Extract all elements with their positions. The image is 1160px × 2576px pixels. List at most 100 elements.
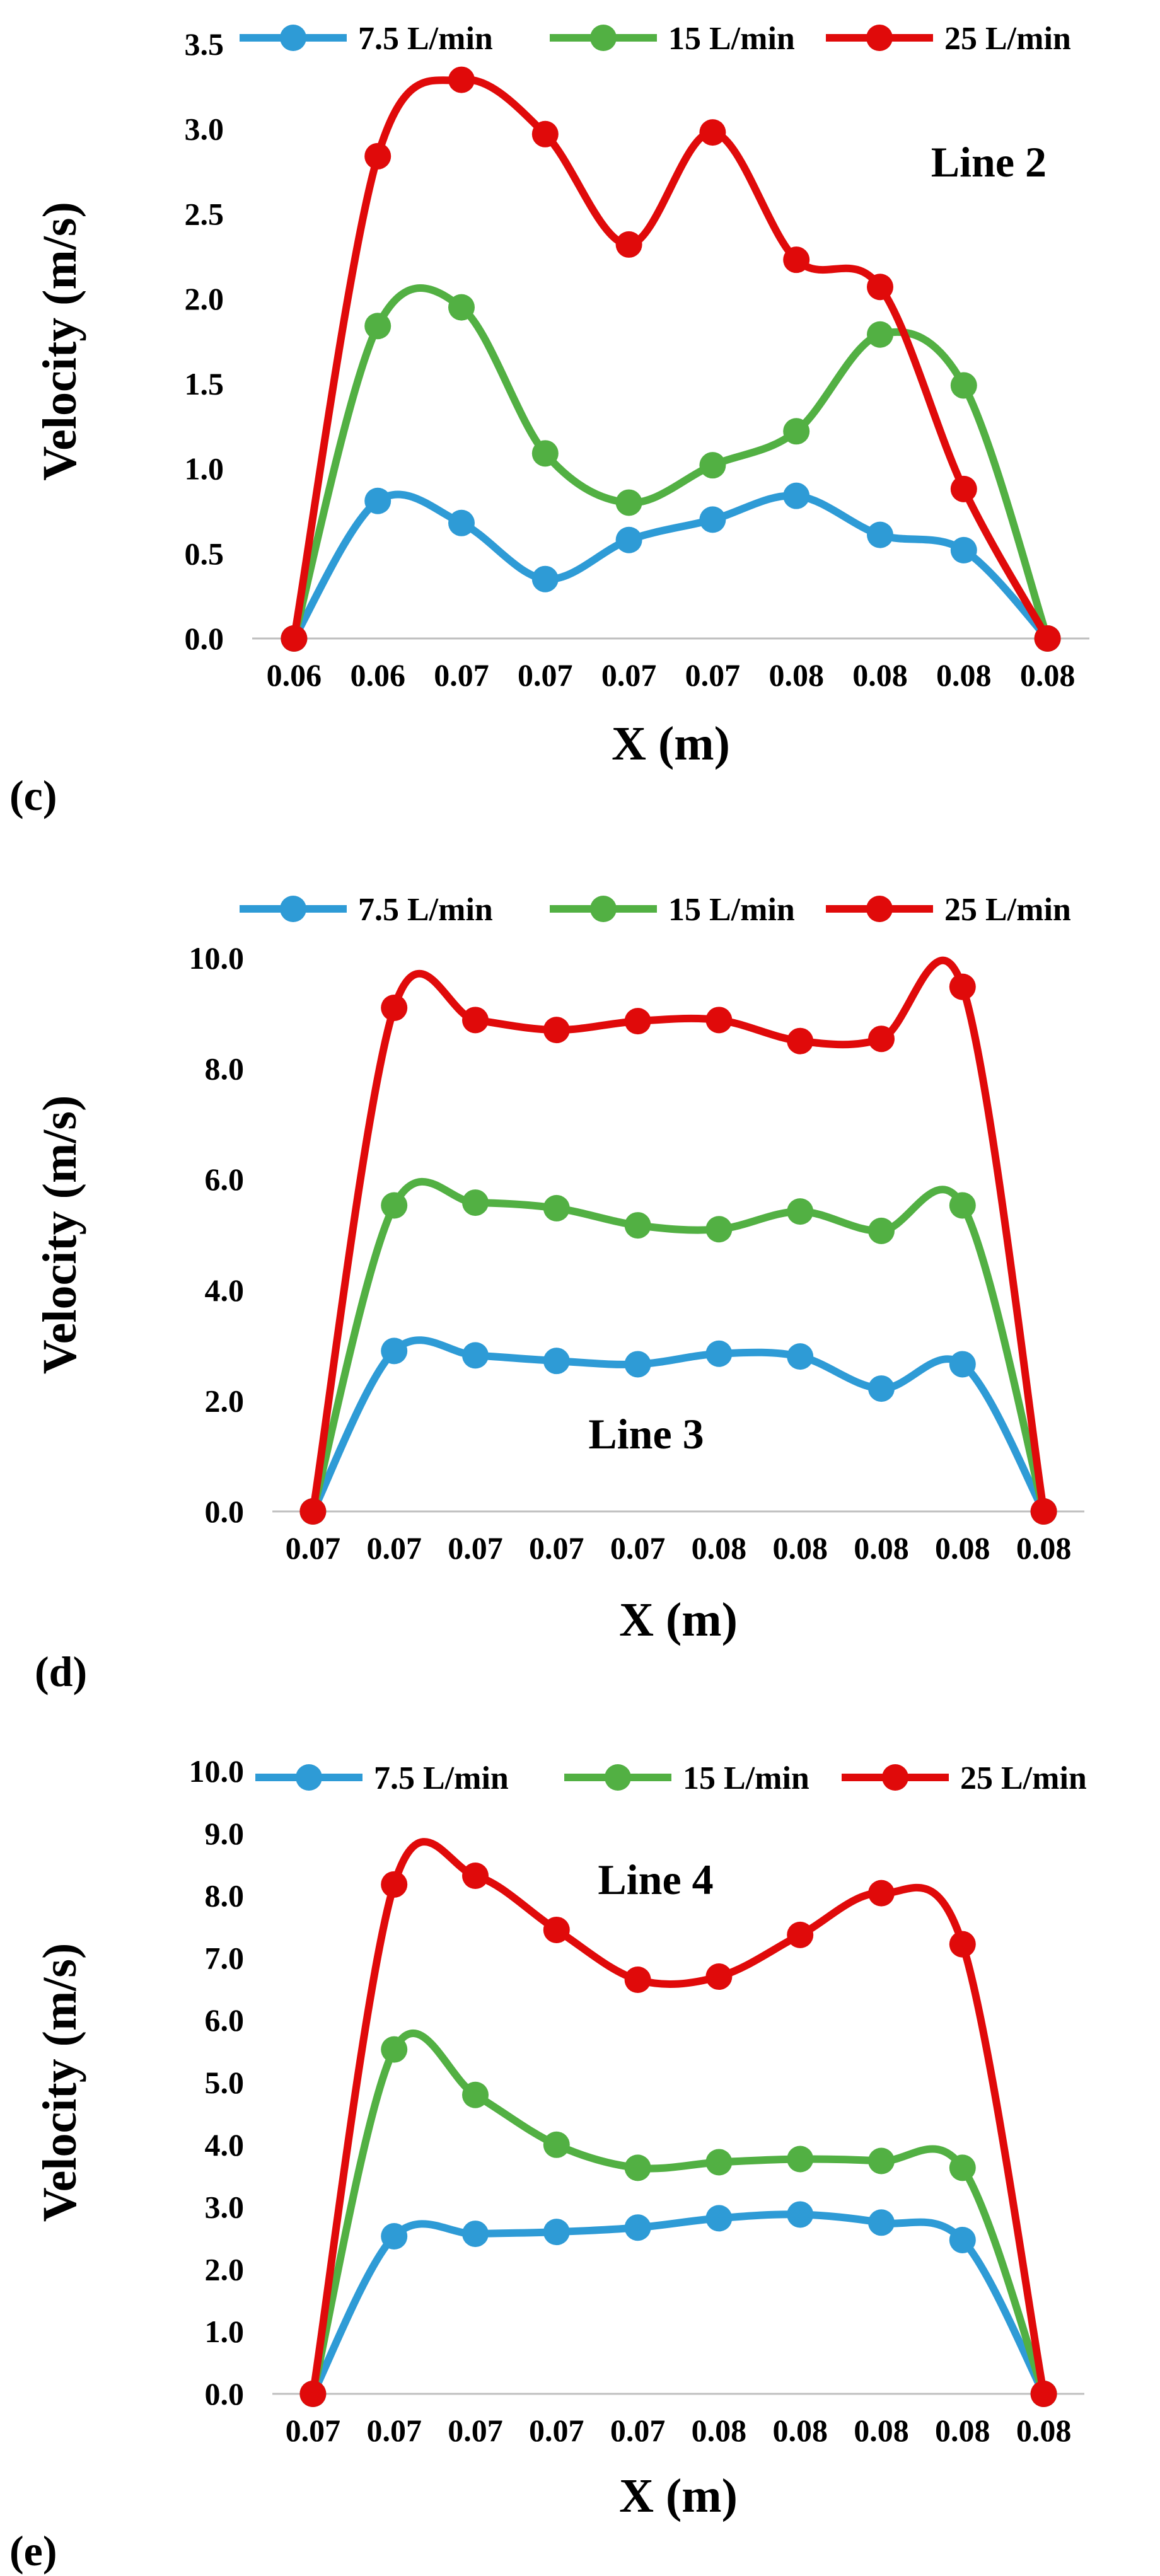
legend-entry: 15 L/min [550,892,795,928]
data-point [624,2214,651,2241]
x-tick-label: 0.07 [448,1530,503,1566]
y-tick-label: 0.0 [185,621,224,656]
y-axis-title: Velocity (m/s) [33,1943,86,2222]
x-tick-label: 0.07 [529,2413,584,2448]
data-point [867,521,893,548]
y-tick-label: 2.0 [205,2251,245,2287]
x-tick-label: 0.08 [692,1530,747,1566]
data-point [624,1351,651,1378]
y-tick-label: 8.0 [205,1878,245,1914]
data-point [624,2154,651,2181]
panel-label: (e) [9,2527,57,2575]
chart-panel-e: 0.0 1.0 2.0 3.0 4.0 5.0 6.0 7.0 8.0 9.0 10.0 0.07 0.… [9,1753,1087,2575]
series-line [309,1336,1048,1515]
y-tick-label: 6.0 [205,2002,245,2038]
y-tick-label: 7.0 [205,1940,245,1975]
data-point [867,274,893,301]
series-25-l-min [299,956,1057,1525]
data-point [448,66,475,93]
chart-panel-d: 0.0 2.0 4.0 6.0 8.0 10.0 0.07 0.07 0.07 0.07 0.07 0… [33,892,1084,1695]
panel-label: (d) [35,1648,87,1695]
data-point [543,2131,570,2158]
x-tick-label: 0.07 [366,1530,422,1566]
x-tick-label: 0.07 [529,1530,584,1566]
data-point [950,475,977,502]
x-tick-label: 0.07 [286,1530,341,1566]
y-tick-label: 2.0 [185,281,224,316]
data-point [1030,1498,1057,1525]
y-tick-label: 4.0 [205,2127,245,2163]
data-point [699,506,726,533]
data-point [364,313,392,340]
series-7-5-l-min [299,2201,1057,2407]
legend-marker [590,896,617,922]
data-point [364,487,392,514]
y-tick-label: 10.0 [189,1753,245,1789]
data-point [868,1025,895,1053]
data-point [949,2154,976,2181]
x-axis-title: X (m) [619,2469,738,2522]
legend-marker [296,1764,322,1791]
legend-label: 25 L/min [944,21,1071,57]
data-point [543,1017,570,1044]
data-point [624,1966,651,1993]
x-tick-label: 0.08 [935,2413,990,2448]
x-tick-label: 0.06 [267,657,322,693]
series-line [290,284,1052,642]
x-axis-title: X (m) [612,717,730,770]
series-25-l-min [281,66,1061,652]
legend-entry: 7.5 L/min [240,892,493,928]
y-tick-label: 10.0 [189,940,245,976]
x-tick-label: 0.07 [518,657,573,693]
legend-entry: 15 L/min [564,1760,809,1796]
data-point [462,1342,489,1369]
data-point [787,1027,814,1054]
data-point [787,1198,814,1225]
series-15-l-min [299,1177,1057,1525]
legend-label: 15 L/min [683,1760,809,1796]
data-point [787,2201,814,2228]
data-point [949,1931,976,1958]
data-point [531,440,559,467]
data-point [381,995,408,1022]
x-tick-label: 0.07 [286,2413,341,2448]
y-tick-label: 2.5 [185,196,224,231]
data-point [705,1007,733,1034]
x-tick-label: 0.06 [350,657,405,693]
data-point [787,2146,814,2173]
y-tick-label: 0.0 [205,1494,245,1529]
data-point [783,418,810,445]
data-point [615,489,642,516]
y-tick-label: 4.0 [205,1273,245,1308]
y-tick-label: 3.0 [205,2190,245,2225]
data-point [783,482,810,509]
data-point [462,1862,489,1889]
legend-entry: 25 L/min [826,892,1071,928]
series-line [290,490,1052,642]
data-point [950,536,977,563]
data-point [615,526,642,553]
data-point [705,1963,733,1990]
x-tick-label: 0.07 [366,2413,422,2448]
data-point [299,1498,327,1525]
data-point [299,2381,327,2407]
y-tick-label: 6.0 [205,1162,245,1197]
data-point [364,142,392,170]
series-line [309,2029,1048,2398]
legend-entry: 7.5 L/min [240,21,493,57]
line-annotation: Line 3 [588,1410,704,1458]
legend-marker [280,896,306,922]
line-annotation: Line 2 [931,138,1047,186]
x-tick-label: 0.08 [1016,2413,1072,2448]
data-point [624,1212,651,1239]
y-tick-label: 1.5 [185,366,224,401]
data-point [381,1192,408,1219]
data-point [705,2205,733,2232]
x-tick-label: 0.07 [601,657,657,693]
data-point [381,1337,408,1365]
data-point [868,2147,895,2175]
x-tick-label: 0.07 [610,1530,666,1566]
x-tick-label: 0.08 [852,657,908,693]
series-line [309,2210,1048,2398]
data-point [531,120,559,147]
